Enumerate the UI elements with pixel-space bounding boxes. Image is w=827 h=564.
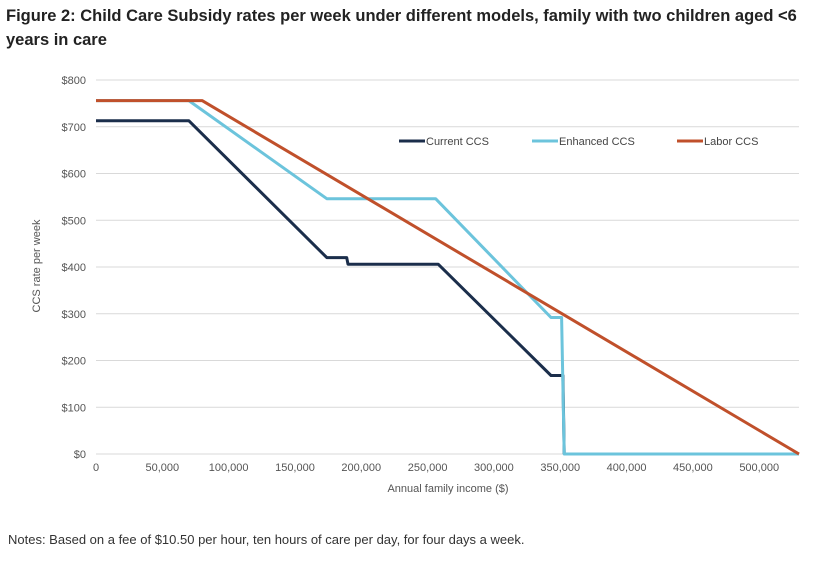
- x-tick-label: 300,000: [474, 462, 514, 474]
- y-tick-label: $300: [62, 309, 86, 321]
- series-lines: [96, 99, 800, 456]
- y-tick-label: $400: [62, 262, 86, 274]
- y-tick-label: $800: [62, 75, 86, 87]
- x-tick-label: 250,000: [408, 462, 448, 474]
- series-line: [96, 99, 799, 456]
- chart-title: Figure 2: Child Care Subsidy rates per w…: [6, 7, 797, 49]
- x-tick-label: 400,000: [607, 462, 647, 474]
- legend-label: Enhanced CCS: [559, 136, 635, 148]
- legend: Current CCS Enhanced CCS Labor CCS: [399, 136, 758, 148]
- x-tick-label: 450,000: [673, 462, 713, 474]
- x-tick-label: 100,000: [209, 462, 249, 474]
- x-tick-label: 350,000: [540, 462, 580, 474]
- y-axis-ticks: $0 $100 $200 $300 $400 $500 $600 $700 $800: [62, 75, 86, 461]
- y-tick-label: $700: [62, 122, 86, 134]
- y-axis-label: CCS rate per week: [31, 219, 43, 312]
- y-tick-label: $100: [62, 402, 86, 414]
- y-tick-label: $200: [62, 356, 86, 368]
- series-line: [96, 119, 566, 455]
- x-tick-label: 500,000: [739, 462, 779, 474]
- y-tick-label: $500: [62, 215, 86, 227]
- x-tick-label: 200,000: [341, 462, 381, 474]
- y-tick-label: $0: [74, 449, 86, 461]
- x-tick-label: 50,000: [145, 462, 179, 474]
- x-tick-label: 0: [93, 462, 99, 474]
- line-chart: $0 $100 $200 $300 $400 $500 $600 $700 $800 0 50,0…: [31, 75, 800, 495]
- x-tick-label: 150,000: [275, 462, 315, 474]
- x-axis-label: Annual family income ($): [387, 483, 508, 495]
- legend-label: Current CCS: [426, 136, 489, 148]
- series-line: [96, 99, 800, 456]
- chart-notes: Notes: Based on a fee of $10.50 per hour…: [8, 532, 525, 547]
- x-axis-ticks: 0 50,000 100,000 150,000 200,000 250,000 300,0…: [93, 462, 779, 474]
- legend-label: Labor CCS: [704, 136, 758, 148]
- y-tick-label: $600: [62, 169, 86, 181]
